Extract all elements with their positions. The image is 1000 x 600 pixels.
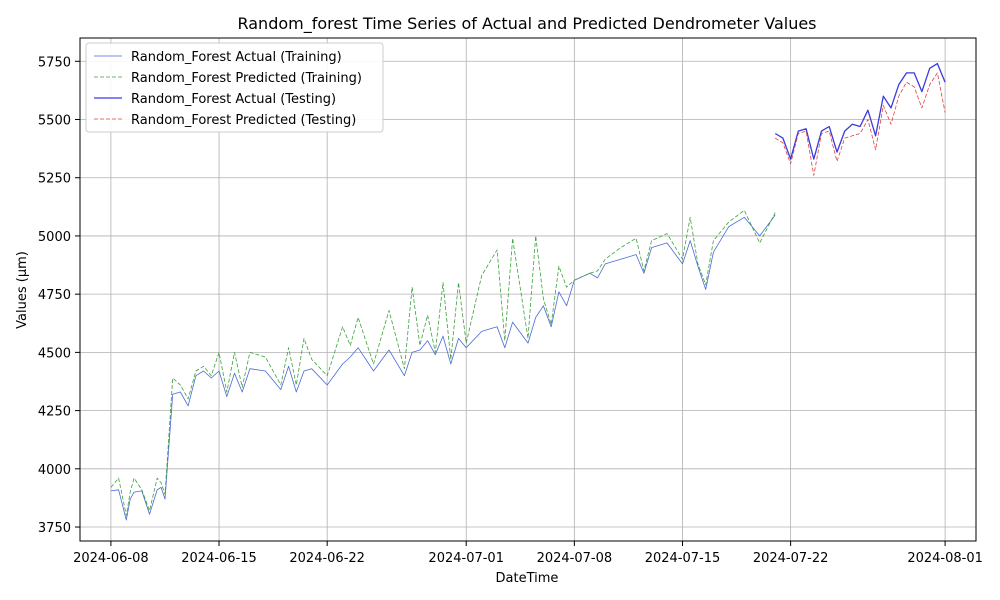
series-line-3 [774,62,946,160]
legend-entry-label: Random_Forest Actual (Training) [131,50,342,65]
y-axis-label: Values (µm) [15,251,30,329]
x-axis-label: DateTime [496,571,559,586]
x-tick-label: 2024-07-01 [428,551,504,566]
x-tick-label: 2024-07-08 [537,551,613,566]
x-tick-label: 2024-07-22 [753,551,829,566]
y-tick-label: 4750 [38,288,71,303]
x-axis: 2024-06-08 2024-06-15 2024-06-22 2024-07-01… [73,541,983,566]
legend-box [85,42,384,133]
chart-title: Random_forest Time Series of Actual and … [237,14,816,34]
y-tick-label: 4250 [38,405,71,420]
y-tick-label: 3750 [38,521,71,536]
legend: Random_Forest Actual (Training) Random_Fo… [85,42,384,133]
x-tick-label: 2024-06-22 [289,551,365,566]
y-tick-label: 5750 [38,55,71,70]
series-line-1 [110,214,776,521]
x-tick-label: 2024-06-15 [181,551,257,566]
legend-entry-label: Random_Forest Predicted (Training) [131,71,362,86]
series-line-2 [110,209,776,516]
series-line-4 [774,72,946,176]
legend-entry-label: Random_Forest Predicted (Testing) [131,113,356,128]
x-tick-label: 2024-07-15 [645,551,721,566]
y-axis: 3750 4000 4250 4500 4750 5000 5250 5500 5750 [38,55,80,536]
y-tick-label: 4500 [38,346,71,361]
y-tick-label: 5500 [38,114,71,129]
series-layer [110,62,946,521]
x-tick-label: 2024-06-08 [73,551,149,566]
y-tick-label: 5000 [38,230,71,245]
plot-frame [79,37,977,542]
legend-entry-label: Random_Forest Actual (Testing) [131,92,336,107]
y-tick-label: 4000 [38,463,71,478]
y-tick-label: 5250 [38,172,71,187]
x-tick-label: 2024-08-01 [907,551,983,566]
